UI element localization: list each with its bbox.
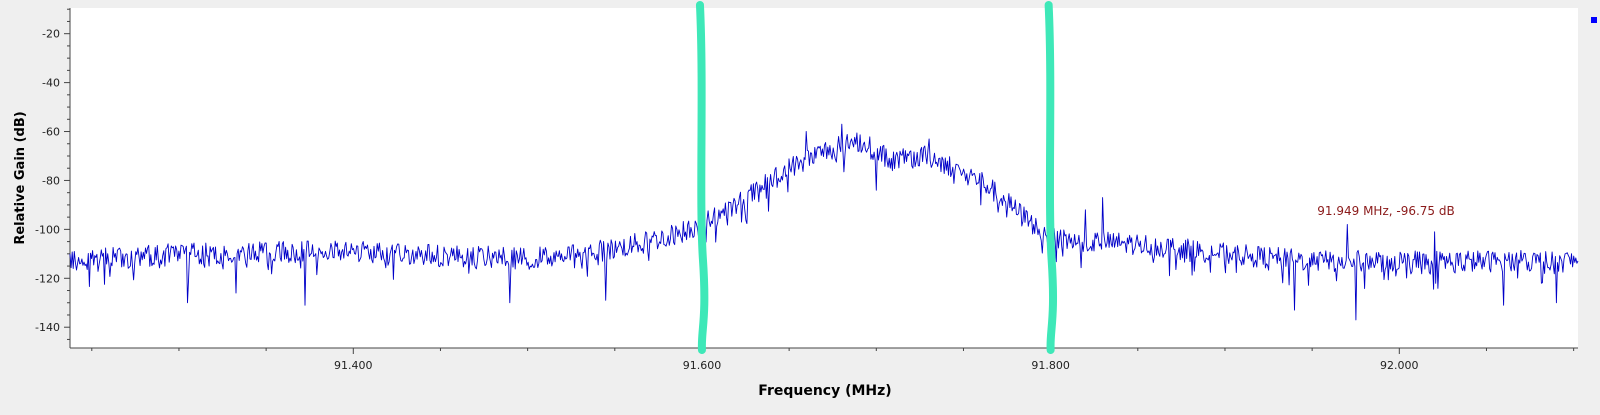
channel-marker-1	[695, 1, 709, 354]
legend-swatch[interactable]	[1591, 17, 1597, 23]
x-tick-label: 91.800	[1031, 359, 1070, 372]
spectrum-trace	[69, 123, 1579, 321]
x-tick-label: 92.000	[1380, 359, 1419, 372]
y-tick-label: -140	[35, 321, 60, 334]
y-tick-label: -60	[42, 126, 60, 139]
x-tick-label: 91.400	[334, 359, 373, 372]
y-tick-label: -100	[35, 223, 60, 236]
x-axis-label: Frequency (MHz)	[758, 383, 891, 399]
y-tick-label: -80	[42, 174, 60, 187]
marker-layer	[695, 1, 1057, 354]
plot-canvas[interactable]	[70, 8, 1578, 348]
channel-marker-2	[1044, 1, 1057, 354]
axes-layer: -20 -40 -60 -80 -100 -120 -140 91.400 91.600 91.8…	[35, 8, 1578, 372]
cursor-readout-label: 91.949 MHz, -96.75 dB	[1317, 204, 1454, 218]
x-tick-label: 91.600	[683, 359, 722, 372]
y-tick-label: -120	[35, 272, 60, 285]
y-tick-label: -40	[42, 77, 60, 90]
y-axis-label: Relative Gain (dB)	[13, 111, 28, 244]
y-tick-label: -20	[42, 28, 60, 41]
series-layer	[69, 123, 1579, 321]
